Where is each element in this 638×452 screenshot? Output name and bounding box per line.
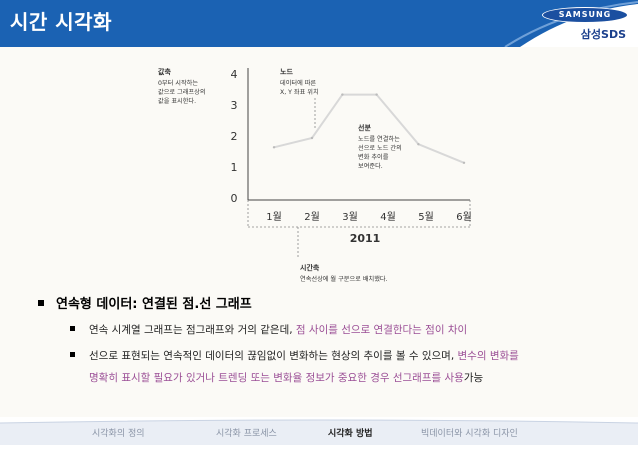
series-line [273, 93, 465, 164]
bullet-square-icon [38, 299, 44, 306]
y-tick-label: 2 [231, 130, 238, 143]
samsung-sds-text: 삼성SDS [580, 28, 626, 41]
samsung-logo-badge: SAMSUNG [542, 7, 628, 23]
x-tick-label: 6월 [456, 211, 472, 223]
header-bar: 시간 시각화 SAMSUNG 삼성SDS [0, 0, 638, 47]
sub-bullet-2-continued: 명확히 표시할 필요가 있거나 트렌딩 또는 변화율 정보가 중요한 경우 선그… [89, 367, 483, 389]
sub-bullet-2-highlight-cont: 명확히 표시할 필요가 있거나 트렌딩 또는 변화율 정보가 중요한 경우 선그… [89, 372, 464, 384]
node-note-line: 데이터에 따른 [280, 79, 316, 87]
node-note-title: 노드 [280, 68, 293, 76]
y-axis-note-line: 0부터 시작하는 [158, 79, 198, 87]
data-point [310, 136, 314, 140]
main-bullet-text: 연속형 데이터: 연결된 점.선 그래프 [56, 297, 252, 312]
page-title: 시간 시각화 [10, 10, 112, 34]
footer-nav-definition[interactable]: 시각화의 정의 [92, 429, 145, 439]
y-axis-note-line: 값을 표시한다. [158, 97, 196, 105]
y-tick-label: 1 [231, 161, 238, 174]
footer-nav-bigdata[interactable]: 빅데이터와 시각화 디자인 [421, 429, 518, 439]
x-tick-labels: 1월 2월 3월 4월 5월 6월 [266, 211, 472, 223]
sub-bullet-2-plain: 선으로 표현되는 연속적인 데이터의 끊임없이 변화하는 현상의 추이를 볼 수… [89, 350, 458, 362]
footer-nav-bar [0, 419, 638, 445]
sub-bullet-1-plain: 연속 시계열 그래프는 점그래프와 거의 같은데, [89, 324, 296, 336]
line-note-title: 선분 [358, 123, 371, 132]
bullet-square-icon [70, 351, 75, 357]
y-tick-label: 0 [231, 192, 238, 205]
x-tick-label: 2월 [304, 211, 320, 223]
line-note-line: 변화 추이를 [358, 153, 389, 161]
x-tick-label: 5월 [418, 211, 434, 223]
data-point [462, 161, 466, 164]
time-axis-note-desc: 연속선상에 월 구분으로 배치했다. [300, 275, 388, 283]
line-note-line: 선으로 노드 간의 [358, 144, 402, 152]
sub-bullet-2: 선으로 표현되는 연속적인 데이터의 끊임없이 변화하는 현상의 추이를 볼 수… [70, 345, 519, 367]
node-note-line: X, Y 좌표 위치 [280, 88, 319, 96]
x-tick-label: 1월 [266, 211, 282, 223]
samsung-logo: SAMSUNG 삼성SDS [542, 7, 628, 45]
line-note-line: 보여준다. [358, 162, 383, 170]
y-axis-note-title: 값축 [158, 67, 171, 76]
sub-bullet-2-plain-cont: 가능 [463, 372, 484, 384]
x-tick-label: 3월 [342, 211, 358, 223]
data-point [375, 93, 378, 96]
year-label: 2011 [350, 232, 381, 245]
footer-nav-methods[interactable]: 시각화 방법 [328, 429, 373, 439]
sub-bullet-1-highlight: 점 사이를 선으로 연결한다는 점이 차이 [295, 324, 468, 336]
time-axis-note-title: 시간축 [300, 263, 320, 272]
line-chart-figure: 값축 0부터 시작하는 값으로 그래프상의 값을 표시한다. 4 3 2 1 0… [158, 67, 472, 283]
y-axis-note-line: 값으로 그래프상의 [158, 88, 206, 96]
sub-bullet-2-highlight: 변수의 변화를 [457, 350, 519, 362]
main-bullet: 연속형 데이터: 연결된 점.선 그래프 [38, 293, 252, 312]
data-point [272, 146, 276, 149]
line-note-line: 노드를 연결하는 [358, 135, 400, 143]
x-tick-label: 4월 [380, 211, 396, 223]
data-point [417, 143, 420, 146]
y-tick-label: 4 [231, 68, 238, 81]
footer-nav-process[interactable]: 시각화 프로세스 [216, 429, 277, 439]
data-series [272, 93, 466, 164]
content-area [0, 47, 638, 417]
y-tick-label: 3 [231, 99, 238, 112]
data-point [341, 93, 344, 96]
bullet-square-icon [70, 325, 75, 331]
sub-bullet-1: 연속 시계열 그래프는 점그래프와 거의 같은데, 점 사이를 선으로 연결한다… [70, 319, 467, 341]
